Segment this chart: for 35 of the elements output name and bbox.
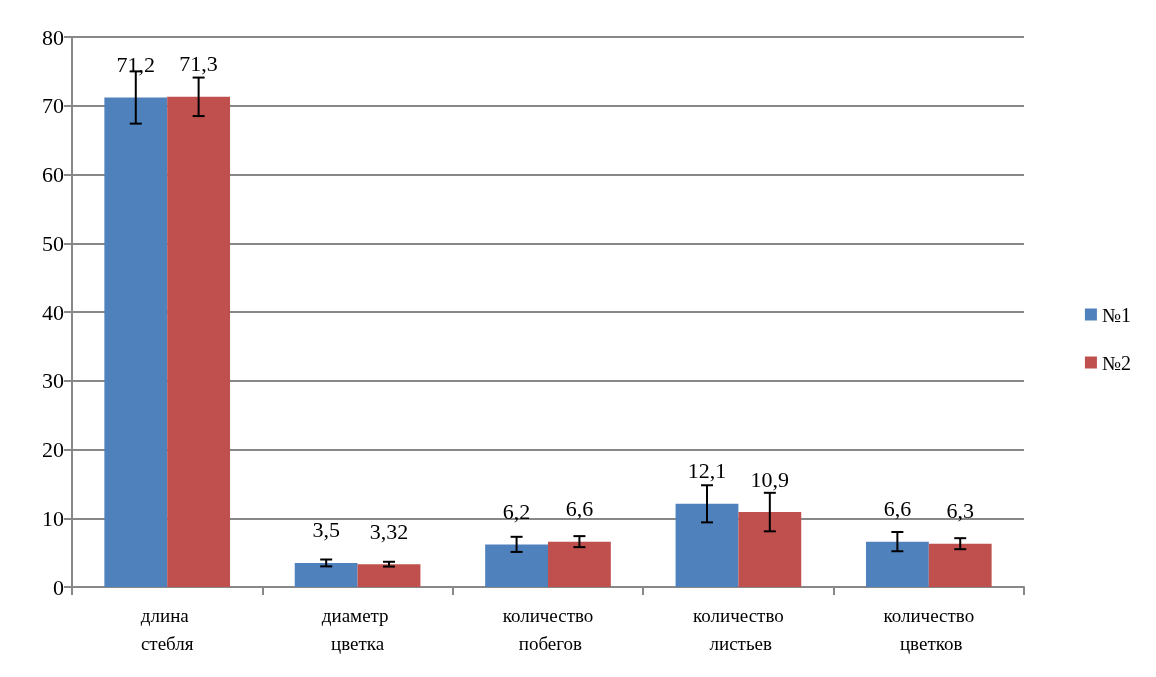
x-tick-label: количество цветков	[883, 604, 975, 654]
data-label: 12,1	[687, 458, 727, 484]
bar	[104, 97, 168, 587]
bar	[357, 564, 421, 587]
data-label: 6,2	[502, 498, 531, 524]
bar	[294, 562, 358, 587]
legend-label: №2	[1101, 351, 1132, 374]
y-tick-label: 20	[42, 437, 64, 462]
x-tick-label: количество листьев	[693, 604, 784, 654]
x-tick-label: длина стебля	[140, 604, 194, 654]
data-label: 3,32	[369, 518, 409, 544]
x-tick-label: количество побегов	[502, 604, 594, 654]
bar	[485, 544, 548, 587]
data-label: 3,5	[312, 517, 340, 543]
y-tick-label: 70	[42, 93, 64, 119]
data-label: 71,3	[179, 51, 218, 77]
bar	[865, 541, 929, 587]
legend-label: №1	[1101, 303, 1132, 326]
bar	[738, 512, 802, 587]
bar	[548, 541, 611, 587]
data-label: 6,3	[946, 498, 974, 524]
y-tick-label: 60	[42, 162, 64, 187]
data-label: 6,6	[883, 496, 912, 522]
bar	[167, 96, 231, 587]
data-label: 6,6	[565, 496, 594, 522]
y-tick-label: 40	[42, 299, 64, 325]
y-tick-label: 80	[42, 24, 64, 50]
x-tick-label: диаметр цветка	[321, 604, 394, 654]
bar	[928, 543, 992, 587]
y-tick-label: 10	[42, 505, 64, 531]
bar	[675, 503, 739, 587]
y-tick-label: 0	[53, 574, 64, 600]
y-tick-label: 30	[42, 368, 64, 394]
data-label: 10,9	[750, 466, 790, 492]
y-tick-label: 50	[42, 230, 64, 256]
